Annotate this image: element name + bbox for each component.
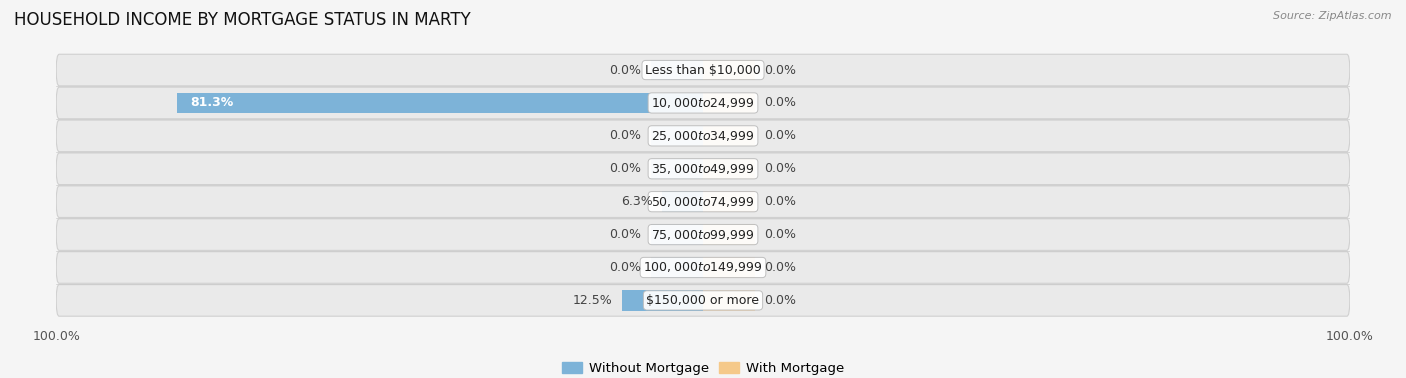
Text: 6.3%: 6.3% [621,195,652,208]
Text: 0.0%: 0.0% [765,261,796,274]
FancyBboxPatch shape [56,120,1350,152]
Text: 0.0%: 0.0% [765,96,796,110]
Bar [621,290,703,311]
Bar [703,60,755,80]
Text: 0.0%: 0.0% [765,64,796,76]
FancyBboxPatch shape [56,87,1350,119]
FancyBboxPatch shape [56,54,1350,86]
Text: 0.0%: 0.0% [610,129,641,143]
Text: 0.0%: 0.0% [765,228,796,241]
Text: Less than $10,000: Less than $10,000 [645,64,761,76]
Text: $50,000 to $74,999: $50,000 to $74,999 [651,195,755,209]
Bar [651,60,703,80]
FancyBboxPatch shape [56,153,1350,184]
FancyBboxPatch shape [56,285,1350,316]
Bar [703,93,755,113]
Text: 0.0%: 0.0% [610,261,641,274]
Bar [177,93,703,113]
Bar [662,192,703,212]
Bar [703,225,755,245]
Text: $25,000 to $34,999: $25,000 to $34,999 [651,129,755,143]
Text: 0.0%: 0.0% [765,294,796,307]
Text: 0.0%: 0.0% [610,162,641,175]
Text: 81.3%: 81.3% [190,96,233,110]
Bar [703,158,755,179]
Text: $10,000 to $24,999: $10,000 to $24,999 [651,96,755,110]
Text: 0.0%: 0.0% [610,64,641,76]
Bar [651,158,703,179]
Bar [651,225,703,245]
Text: 12.5%: 12.5% [572,294,613,307]
Text: $75,000 to $99,999: $75,000 to $99,999 [651,228,755,242]
Legend: Without Mortgage, With Mortgage: Without Mortgage, With Mortgage [557,356,849,378]
FancyBboxPatch shape [56,186,1350,217]
FancyBboxPatch shape [56,252,1350,283]
Text: 0.0%: 0.0% [765,162,796,175]
Text: 0.0%: 0.0% [610,228,641,241]
Text: HOUSEHOLD INCOME BY MORTGAGE STATUS IN MARTY: HOUSEHOLD INCOME BY MORTGAGE STATUS IN M… [14,11,471,29]
Bar [703,290,755,311]
Text: $100,000 to $149,999: $100,000 to $149,999 [644,260,762,274]
Text: 0.0%: 0.0% [765,129,796,143]
Bar [703,125,755,146]
Bar [651,257,703,278]
Text: $150,000 or more: $150,000 or more [647,294,759,307]
Bar [703,257,755,278]
Bar [651,125,703,146]
Text: 0.0%: 0.0% [765,195,796,208]
FancyBboxPatch shape [56,219,1350,250]
Text: $35,000 to $49,999: $35,000 to $49,999 [651,162,755,176]
Bar [703,192,755,212]
Text: Source: ZipAtlas.com: Source: ZipAtlas.com [1274,11,1392,21]
